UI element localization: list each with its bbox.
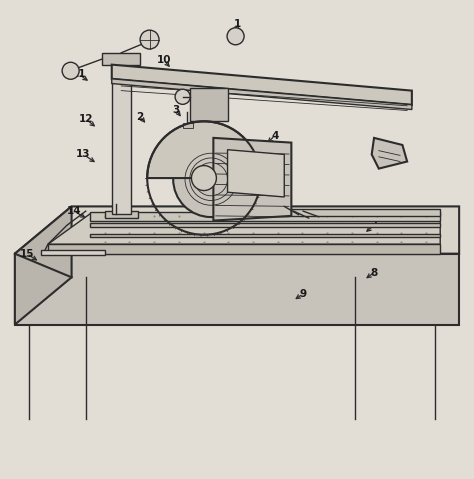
- Polygon shape: [102, 53, 140, 65]
- Circle shape: [62, 62, 79, 80]
- Text: 13: 13: [76, 149, 91, 160]
- Polygon shape: [213, 138, 292, 221]
- Polygon shape: [228, 150, 284, 197]
- Circle shape: [140, 30, 159, 49]
- Bar: [91, 223, 440, 227]
- Circle shape: [227, 28, 244, 45]
- Polygon shape: [112, 79, 412, 110]
- Polygon shape: [112, 65, 412, 105]
- Text: 4: 4: [271, 130, 279, 140]
- Text: 9: 9: [300, 289, 307, 299]
- Polygon shape: [48, 244, 440, 254]
- Text: 11: 11: [72, 69, 86, 79]
- Text: 6: 6: [337, 208, 345, 218]
- Circle shape: [175, 89, 190, 104]
- Text: 2: 2: [137, 112, 144, 122]
- Polygon shape: [105, 211, 138, 218]
- Polygon shape: [190, 88, 228, 121]
- Wedge shape: [147, 121, 261, 178]
- Polygon shape: [15, 206, 72, 325]
- Text: 8: 8: [371, 268, 378, 278]
- Polygon shape: [15, 206, 459, 254]
- Text: 3: 3: [172, 104, 179, 114]
- Polygon shape: [237, 209, 440, 216]
- Bar: [182, 123, 193, 128]
- Text: 5: 5: [394, 149, 401, 160]
- Text: 14: 14: [67, 206, 81, 216]
- Polygon shape: [91, 212, 440, 221]
- Polygon shape: [48, 214, 440, 244]
- Bar: [91, 234, 440, 237]
- Circle shape: [191, 166, 217, 191]
- Text: 12: 12: [79, 114, 93, 124]
- Circle shape: [173, 141, 249, 217]
- Text: 7: 7: [370, 220, 378, 230]
- Polygon shape: [372, 138, 407, 169]
- Polygon shape: [15, 254, 459, 325]
- Text: 10: 10: [156, 55, 171, 65]
- Text: 15: 15: [19, 249, 34, 259]
- Bar: [112, 65, 131, 214]
- Polygon shape: [41, 250, 105, 255]
- Text: 1: 1: [233, 20, 241, 30]
